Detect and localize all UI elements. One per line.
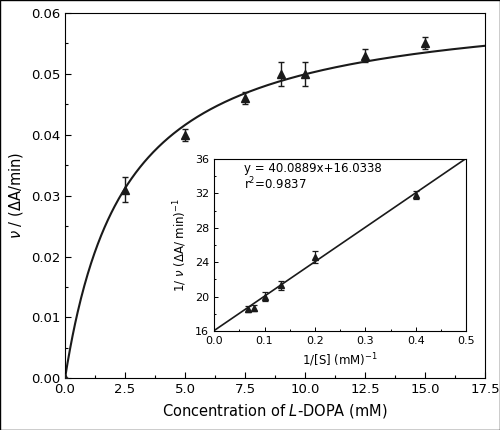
X-axis label: Concentration of $\it{L}$-DOPA (mM): Concentration of $\it{L}$-DOPA (mM) xyxy=(162,402,388,420)
Y-axis label: $\nu$ / (ΔA/min): $\nu$ / (ΔA/min) xyxy=(7,152,25,239)
